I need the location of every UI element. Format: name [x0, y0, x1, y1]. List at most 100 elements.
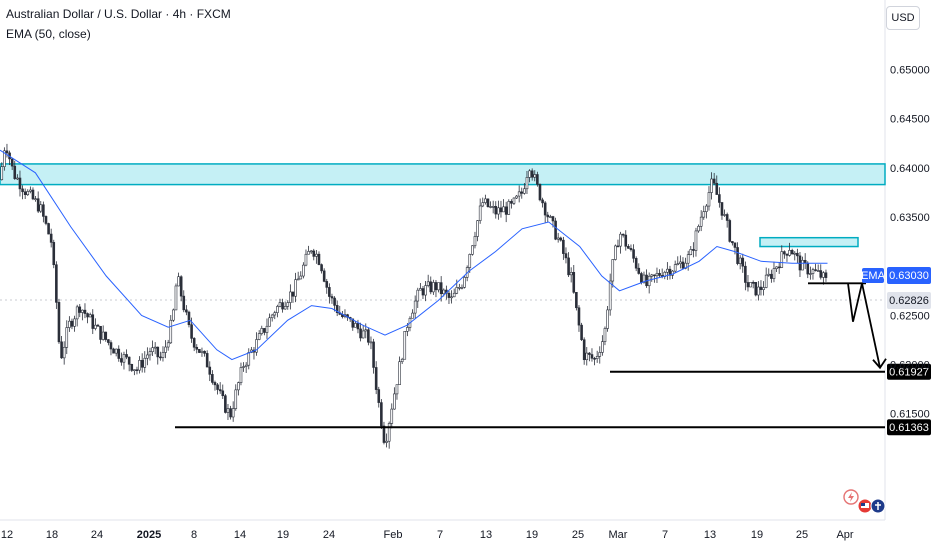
candle-body: [304, 253, 308, 266]
candle-body: [65, 327, 69, 348]
candle-body: [296, 278, 300, 281]
candle: [31, 187, 35, 201]
candle: [580, 322, 583, 341]
candle-body: [34, 198, 37, 201]
candle: [278, 298, 282, 308]
candle-body: [608, 280, 612, 311]
candle-body: [312, 250, 316, 257]
candle-body: [520, 191, 524, 194]
flag-icon[interactable]: [857, 498, 873, 514]
candle: [130, 363, 134, 372]
candle: [520, 187, 524, 199]
candle-body: [57, 302, 61, 343]
candle-body: [515, 195, 518, 199]
candle-body: [658, 272, 661, 276]
candle-body: [751, 282, 755, 284]
candle-body: [627, 245, 630, 249]
calendar-icon[interactable]: [870, 498, 886, 514]
candle-body: [790, 250, 794, 255]
candle-body: [205, 353, 209, 368]
candle: [403, 331, 407, 360]
x-tick-label: 13: [480, 529, 492, 541]
candle-body: [42, 204, 45, 217]
candle-body: [429, 281, 433, 293]
candle: [57, 298, 61, 344]
candle: [44, 215, 48, 226]
candle-body: [78, 306, 82, 313]
candle-body: [746, 282, 750, 288]
candle: [161, 346, 165, 362]
lightning-icon[interactable]: [843, 489, 859, 505]
candle-body: [380, 402, 383, 427]
candle-body: [247, 352, 251, 366]
candle-body: [55, 264, 58, 303]
x-tick-label: 18: [46, 529, 58, 541]
candle: [296, 271, 300, 281]
ema-value-label: 0.63030: [889, 270, 929, 282]
y-tick-label: 0.65000: [890, 65, 930, 77]
candle: [619, 231, 622, 254]
candle-body: [200, 350, 204, 353]
candle-body: [725, 214, 729, 221]
last-price-label: 0.62826: [889, 295, 929, 307]
candle: [460, 284, 464, 290]
candle-body: [367, 329, 370, 343]
candle-body: [803, 259, 807, 264]
y-tick-label: 0.64000: [890, 163, 930, 175]
candle-body: [213, 382, 217, 386]
candle-body: [281, 302, 284, 310]
candle: [307, 245, 310, 255]
candle-body: [177, 276, 180, 287]
candle: [655, 267, 659, 283]
projection-arrow: [847, 283, 881, 368]
candle: [286, 300, 290, 310]
candle: [309, 249, 313, 254]
candle: [205, 350, 209, 368]
candle-body: [234, 389, 238, 409]
candle-body: [101, 331, 105, 340]
candle: [528, 169, 531, 183]
candle: [637, 263, 641, 275]
candle-body: [224, 395, 227, 413]
candle: [712, 172, 716, 186]
candle-body: [424, 285, 427, 296]
candle: [676, 256, 680, 266]
candle-body: [655, 272, 659, 277]
currency-button[interactable]: USD: [886, 6, 920, 30]
candle-body: [182, 295, 186, 311]
candle-body: [569, 272, 573, 276]
candle: [351, 318, 355, 331]
candle-body: [634, 258, 638, 269]
candle: [65, 320, 69, 355]
candle: [60, 335, 63, 359]
candle: [133, 369, 136, 376]
candle-body: [3, 150, 6, 167]
candle: [138, 356, 141, 374]
candle: [749, 282, 752, 288]
candle-body: [679, 261, 682, 264]
candle: [590, 348, 594, 362]
candle: [390, 403, 394, 429]
candle: [112, 347, 115, 354]
candle-body: [562, 239, 565, 254]
candle-body: [351, 318, 355, 328]
candle-body: [777, 266, 781, 269]
candle: [75, 304, 79, 327]
candle-body: [299, 275, 303, 280]
candle: [361, 324, 365, 339]
candle: [627, 244, 630, 249]
candle-body: [785, 253, 789, 256]
candle: [198, 349, 201, 354]
candle-body: [593, 358, 596, 360]
candle: [533, 170, 537, 182]
candle: [182, 290, 186, 313]
candle-body: [567, 257, 570, 276]
candle-body: [707, 192, 711, 207]
candle: [265, 318, 269, 339]
candle: [606, 306, 609, 332]
candle: [429, 276, 433, 295]
candle-body: [208, 366, 212, 375]
candle: [432, 279, 435, 295]
candle-body: [577, 307, 581, 326]
